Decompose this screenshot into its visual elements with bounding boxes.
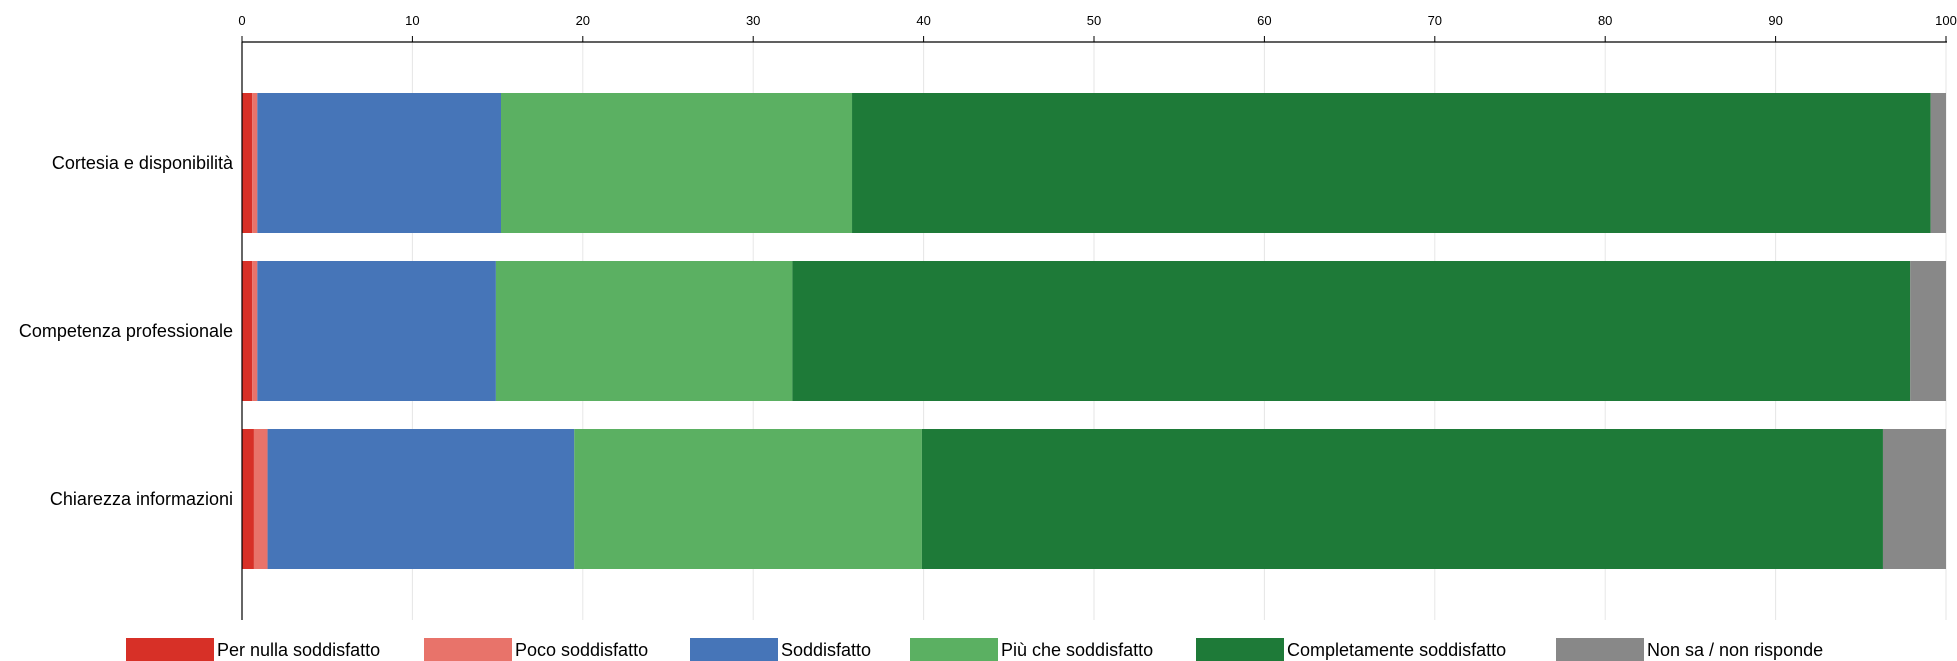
x-tick-label: 50 [1087,13,1101,28]
bar-segment [242,261,253,401]
bar-segment [252,93,258,233]
bar-segment [1930,93,1946,233]
bar-segment [921,429,1883,569]
legend-label: Soddisfatto [781,640,871,660]
x-tick-label: 90 [1768,13,1782,28]
x-tick-label: 0 [238,13,245,28]
x-tick-label: 100 [1935,13,1957,28]
bar-segment [1910,261,1946,401]
legend-label: Più che soddisfatto [1001,640,1153,660]
bar-segment [242,429,254,569]
bars-layer [242,93,1946,569]
bar-segment [267,429,575,569]
category-labels: Cortesia e disponibilità Competenza profe… [19,153,234,509]
x-tick-label: 80 [1598,13,1612,28]
bar-segment [253,429,268,569]
category-label: Competenza professionale [19,321,233,341]
legend-label: Non sa / non risponde [1647,640,1823,660]
bar-segment [257,261,496,401]
bar-segment [242,93,253,233]
x-tick-label: 10 [405,13,419,28]
legend-swatch [910,638,998,661]
bar-segment [257,93,502,233]
x-tick-label: 60 [1257,13,1271,28]
x-tick-label: 40 [916,13,930,28]
bar-segment [852,93,1931,233]
legend-label: Completamente soddisfatto [1287,640,1506,660]
legend-label: Per nulla soddisfatto [217,640,380,660]
category-label: Cortesia e disponibilità [52,153,234,173]
x-tick-label: 30 [746,13,760,28]
bar-segment [495,261,793,401]
bar-segment [1882,429,1946,569]
x-tick-label: 20 [576,13,590,28]
bar-segment [252,261,258,401]
legend: Per nulla soddisfatto Poco soddisfatto Sod… [126,638,1823,661]
bar-segment [574,429,922,569]
legend-swatch [690,638,778,661]
legend-label: Poco soddisfatto [515,640,648,660]
x-tick-label: 70 [1428,13,1442,28]
legend-swatch [424,638,512,661]
category-label: Chiarezza informazioni [50,489,233,509]
axis-layer: 0 10 20 30 40 50 60 70 80 90 100 [238,13,1957,620]
bar-segment [501,93,853,233]
legend-swatch [126,638,214,661]
legend-swatch [1556,638,1644,661]
legend-swatch [1196,638,1284,661]
bar-segment [792,261,1911,401]
